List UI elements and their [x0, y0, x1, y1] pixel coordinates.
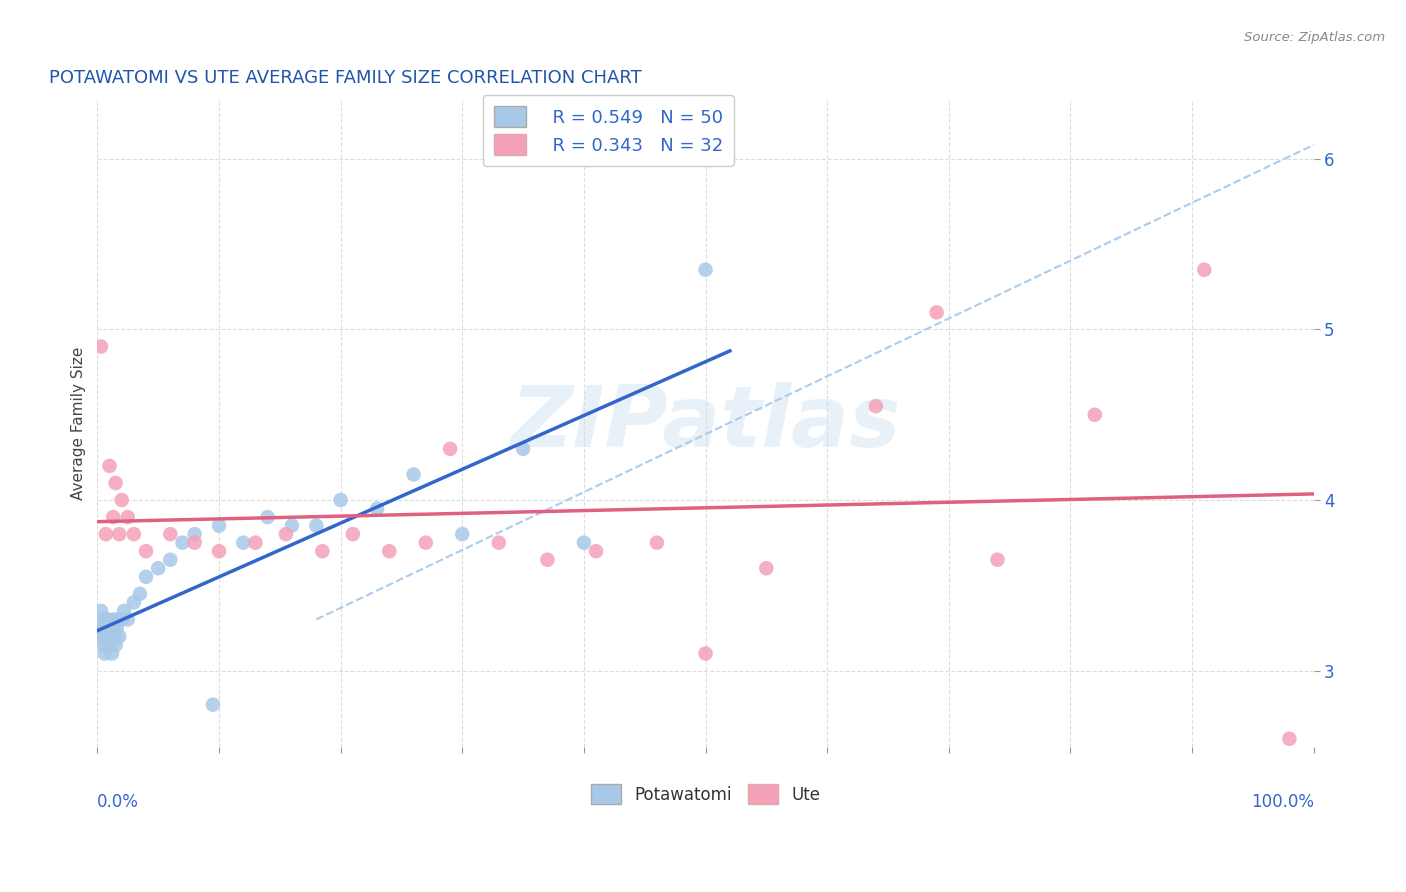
Point — [755, 561, 778, 575]
Point — [402, 467, 425, 482]
Text: POTAWATOMI VS UTE AVERAGE FAMILY SIZE CORRELATION CHART: POTAWATOMI VS UTE AVERAGE FAMILY SIZE CO… — [49, 69, 641, 87]
Point — [98, 638, 121, 652]
Point — [101, 630, 124, 644]
Point — [1084, 408, 1107, 422]
Point — [645, 535, 668, 549]
Point — [94, 612, 117, 626]
Point — [208, 518, 231, 533]
Point — [112, 604, 135, 618]
Point — [96, 621, 118, 635]
Text: Source: ZipAtlas.com: Source: ZipAtlas.com — [1244, 31, 1385, 45]
Point — [274, 527, 297, 541]
Point — [97, 612, 120, 626]
Point — [101, 621, 124, 635]
Point — [183, 527, 205, 541]
Point — [183, 535, 205, 549]
Point — [135, 570, 157, 584]
Point — [305, 518, 328, 533]
Point — [329, 493, 352, 508]
Point — [90, 339, 112, 353]
Point — [93, 647, 115, 661]
Legend: Potawatomi, Ute: Potawatomi, Ute — [583, 778, 827, 810]
Point — [451, 527, 474, 541]
Point — [104, 630, 127, 644]
Point — [105, 621, 128, 635]
Point — [146, 561, 169, 575]
Point — [439, 442, 461, 456]
Point — [93, 630, 115, 644]
Y-axis label: Average Family Size: Average Family Size — [72, 347, 86, 500]
Point — [111, 612, 134, 626]
Point — [91, 630, 114, 644]
Point — [91, 621, 114, 635]
Point — [245, 535, 267, 549]
Text: ZIPatlas: ZIPatlas — [510, 382, 901, 465]
Point — [93, 638, 115, 652]
Point — [585, 544, 607, 558]
Point — [281, 518, 304, 533]
Point — [107, 612, 129, 626]
Point — [488, 535, 510, 549]
Point — [1194, 262, 1216, 277]
Point — [1278, 731, 1301, 746]
Point — [695, 647, 717, 661]
Point — [159, 552, 181, 566]
Point — [101, 510, 124, 524]
Point — [122, 527, 145, 541]
Point — [135, 544, 157, 558]
Point — [311, 544, 333, 558]
Point — [865, 399, 887, 413]
Point — [695, 262, 717, 277]
Point — [101, 621, 124, 635]
Point — [101, 647, 124, 661]
Point — [98, 458, 121, 473]
Point — [159, 527, 181, 541]
Point — [117, 510, 139, 524]
Point — [100, 630, 122, 644]
Point — [208, 544, 231, 558]
Point — [366, 501, 388, 516]
Point — [93, 621, 115, 635]
Point — [103, 612, 125, 626]
Point — [94, 630, 117, 644]
Point — [172, 535, 194, 549]
Point — [122, 595, 145, 609]
Point — [925, 305, 948, 319]
Point — [117, 612, 139, 626]
Point — [256, 510, 278, 524]
Point — [108, 630, 131, 644]
Point — [104, 475, 127, 490]
Point — [342, 527, 364, 541]
Point — [90, 604, 112, 618]
Point — [512, 442, 534, 456]
Point — [129, 587, 152, 601]
Point — [536, 552, 558, 566]
Point — [96, 638, 118, 652]
Point — [98, 621, 121, 635]
Text: 100.0%: 100.0% — [1251, 793, 1313, 811]
Point — [111, 493, 134, 508]
Text: 0.0%: 0.0% — [97, 793, 139, 811]
Point — [97, 630, 120, 644]
Point — [232, 535, 254, 549]
Point — [104, 638, 127, 652]
Point — [415, 535, 437, 549]
Point — [93, 612, 115, 626]
Point — [108, 527, 131, 541]
Point — [378, 544, 401, 558]
Point — [94, 527, 117, 541]
Point — [201, 698, 224, 712]
Point — [986, 552, 1008, 566]
Point — [572, 535, 595, 549]
